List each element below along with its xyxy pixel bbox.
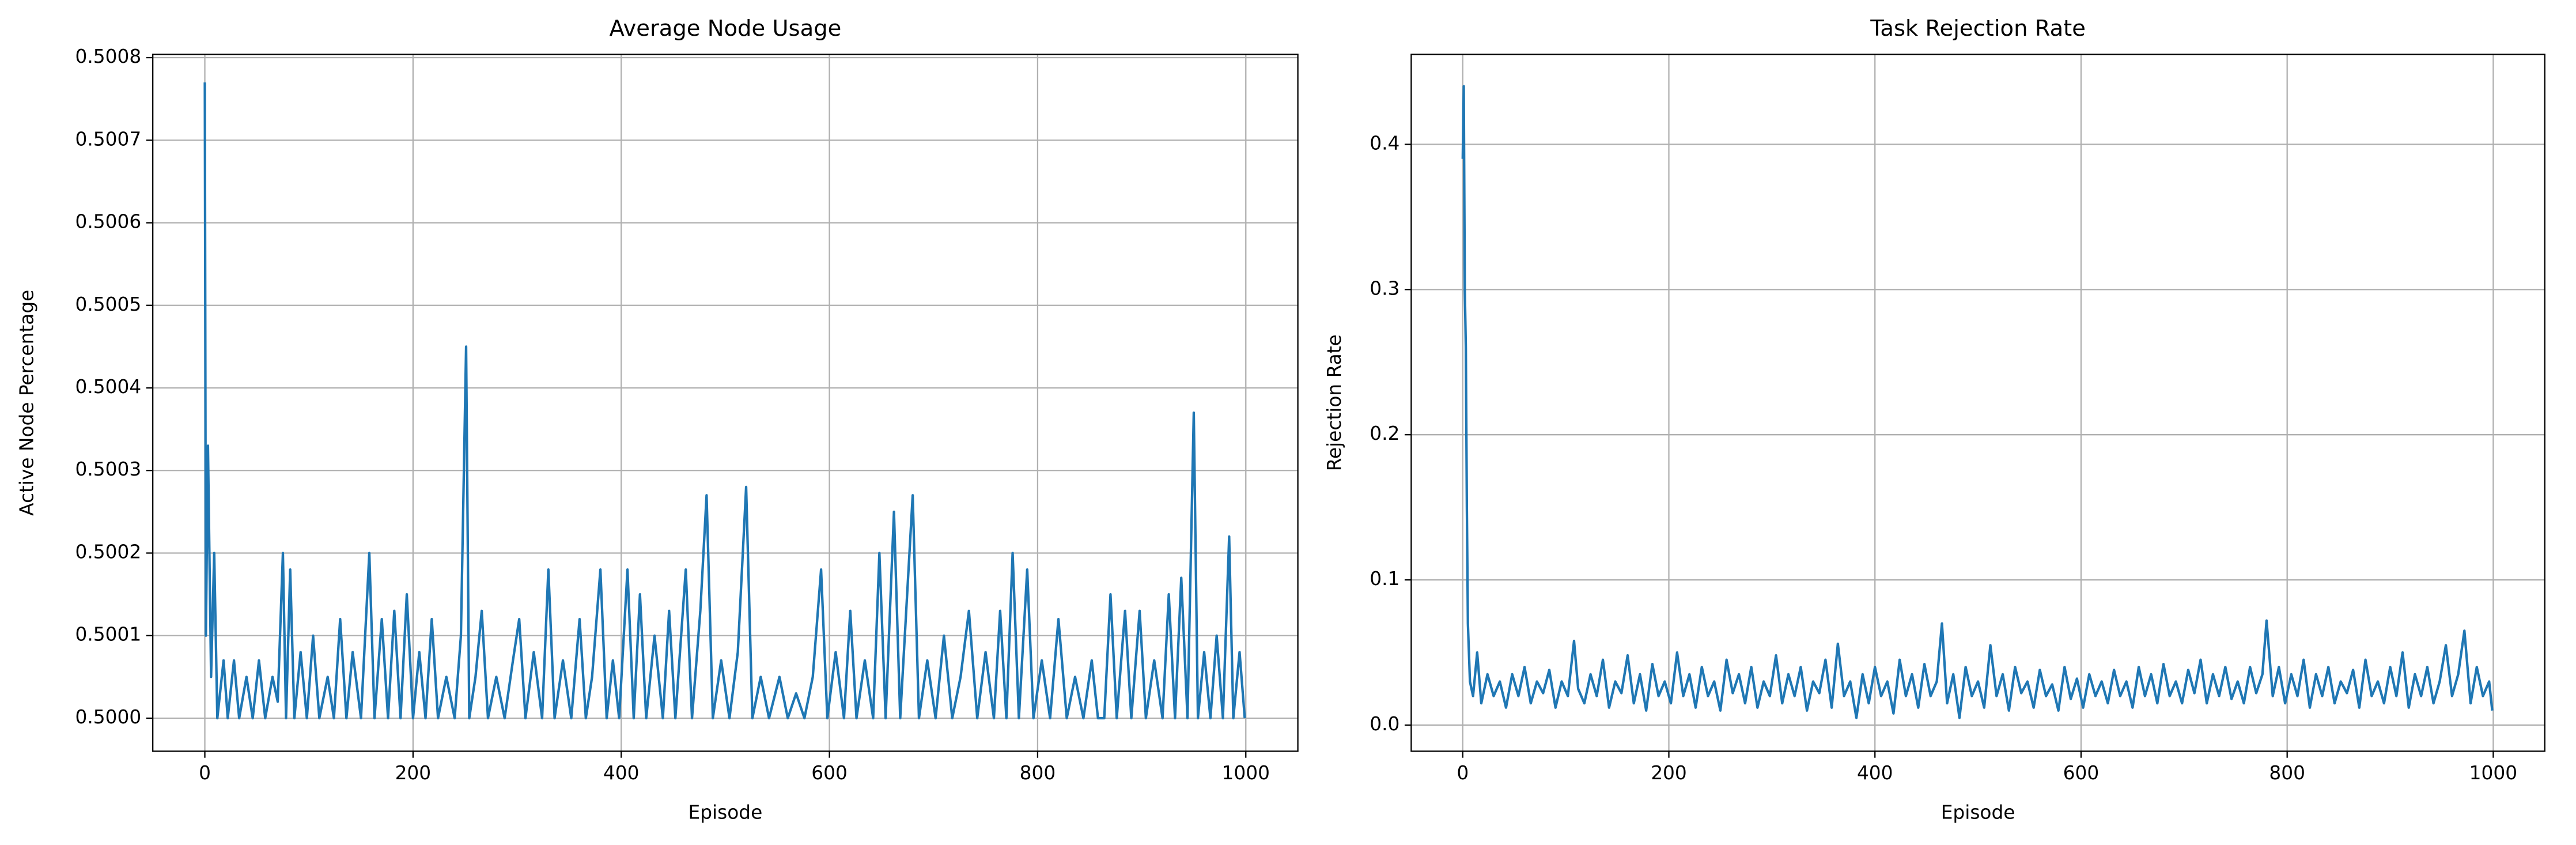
y-tick-label: 0.5008 xyxy=(75,46,142,67)
x-tick-label: 0 xyxy=(199,762,211,784)
y-tick-label: 0.5005 xyxy=(75,293,142,315)
y-axis-label: Rejection Rate xyxy=(1323,334,1345,471)
x-tick-label: 800 xyxy=(1020,762,1056,784)
y-tick-label: 0.5004 xyxy=(75,376,142,398)
y-axis-label: Active Node Percentage xyxy=(16,290,37,516)
y-tick-label: 0.3 xyxy=(1370,277,1399,299)
x-tick-label: 600 xyxy=(2063,762,2100,784)
y-tick-label: 0.5006 xyxy=(75,211,142,233)
y-tick-label: 0.0 xyxy=(1370,713,1399,735)
y-tick-label: 0.5003 xyxy=(75,458,142,480)
x-axis-label: Episode xyxy=(1941,802,2015,824)
x-tick-label: 800 xyxy=(2269,762,2305,784)
x-tick-label: 200 xyxy=(1651,762,1687,784)
x-tick-label: 1000 xyxy=(1222,762,1270,784)
plot-frame xyxy=(1410,54,2545,752)
y-tick-label: 0.2 xyxy=(1370,423,1399,444)
y-tick-label: 0.4 xyxy=(1370,132,1399,154)
x-tick-label: 1000 xyxy=(2469,762,2517,784)
x-tick-label: 0 xyxy=(1457,762,1469,784)
x-tick-label: 600 xyxy=(811,762,848,784)
data-line xyxy=(1461,85,2494,719)
data-line xyxy=(203,82,1246,720)
y-tick-label: 0.1 xyxy=(1370,568,1399,590)
chart-title: Average Node Usage xyxy=(609,16,841,42)
x-axis-label: Episode xyxy=(689,802,763,824)
plot-frame xyxy=(152,54,1299,752)
x-tick-label: 400 xyxy=(603,762,640,784)
y-tick-label: 0.5002 xyxy=(75,541,142,563)
x-tick-label: 400 xyxy=(1857,762,1893,784)
x-tick-label: 200 xyxy=(395,762,432,784)
chart-title: Task Rejection Rate xyxy=(1870,16,2086,42)
y-tick-label: 0.5000 xyxy=(75,706,142,728)
y-tick-label: 0.5007 xyxy=(75,128,142,150)
y-tick-label: 0.5001 xyxy=(75,624,142,646)
